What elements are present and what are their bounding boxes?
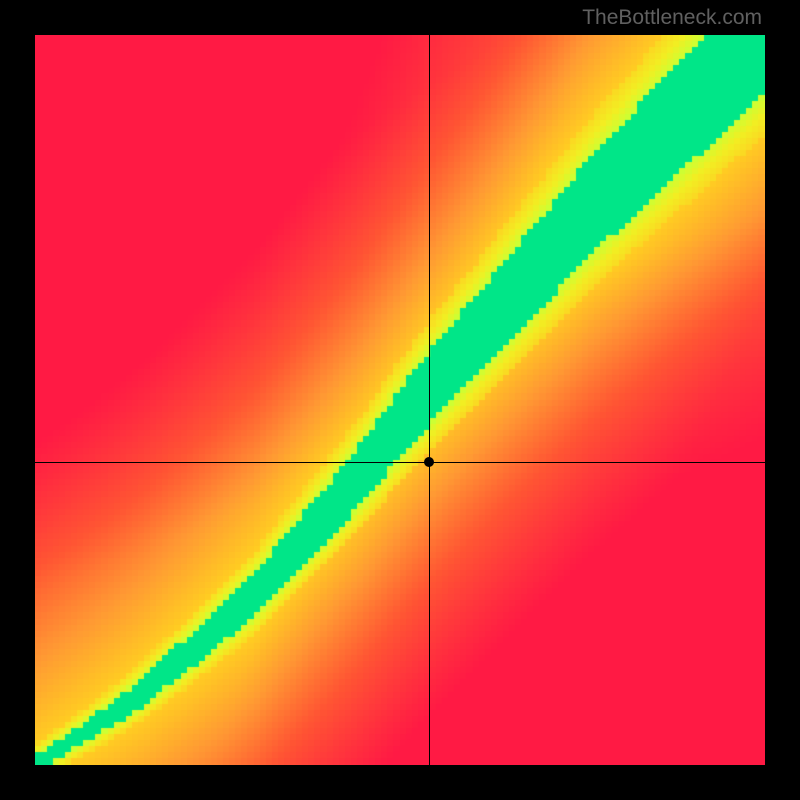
- plot-area: [35, 35, 765, 765]
- heatmap-canvas: [35, 35, 765, 765]
- crosshair-marker: [424, 457, 434, 467]
- watermark-text: TheBottleneck.com: [582, 6, 762, 30]
- chart-container: TheBottleneck.com: [0, 0, 800, 800]
- crosshair-vertical: [429, 35, 430, 765]
- crosshair-horizontal: [35, 462, 765, 463]
